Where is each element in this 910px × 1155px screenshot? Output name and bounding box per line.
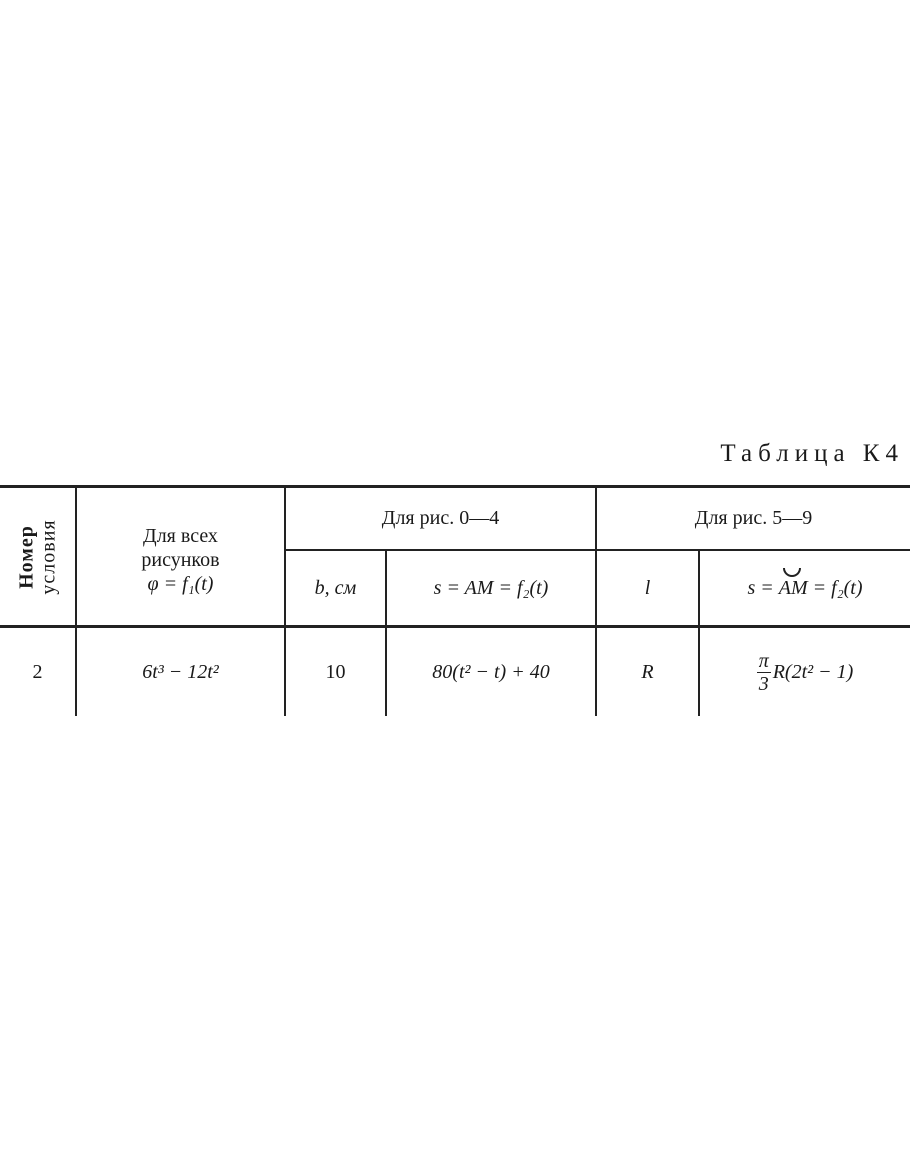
- cell-s-0-4: 80(t² − t) + 40: [432, 661, 550, 683]
- cell-b: 10: [325, 661, 346, 683]
- header-text: рисунков: [141, 549, 220, 571]
- header-bottom-border: [0, 625, 910, 628]
- col-divider: [595, 486, 597, 716]
- header-text: условия: [37, 518, 60, 595]
- table-top-border: [0, 485, 910, 488]
- col-divider: [385, 550, 387, 716]
- header-text: Номер: [15, 524, 38, 589]
- cell-l: R: [641, 661, 654, 683]
- arc-am: AM: [778, 568, 808, 599]
- cell-phi: 6t³ − 12t²: [142, 661, 219, 683]
- cell-number: 2: [32, 661, 43, 683]
- formula-part: = f₂(t): [807, 577, 863, 599]
- header-group-5-9: Для рис. 5—9: [694, 507, 813, 529]
- header-formula: φ = f₁(t): [147, 573, 214, 595]
- numerator: π: [756, 649, 771, 673]
- header-b-cm: b, см: [314, 577, 357, 599]
- header-s-am-0-4: s = AM = f₂(t): [433, 577, 549, 599]
- col-divider: [284, 486, 286, 716]
- formula-part: s =: [747, 577, 779, 599]
- table-title: Таблица К4: [720, 440, 904, 467]
- header-l: l: [644, 577, 651, 599]
- col-divider: [75, 486, 77, 716]
- header-condition-number: Номер условия: [0, 488, 75, 625]
- cell-s-5-9: π 3 R(2t² − 1): [700, 628, 910, 716]
- header-all-figures: Для всех рисунков φ = f₁(t): [77, 520, 284, 600]
- header-group-0-4: Для рис. 0—4: [381, 507, 500, 529]
- header-text: Для всех: [143, 525, 218, 547]
- denominator: 3: [758, 672, 769, 695]
- formula-part: R(2t² − 1): [772, 661, 854, 683]
- header-s-am-5-9: s = AM = f₂(t): [700, 551, 910, 625]
- header-group-divider: [284, 549, 910, 551]
- col-divider: [698, 550, 700, 716]
